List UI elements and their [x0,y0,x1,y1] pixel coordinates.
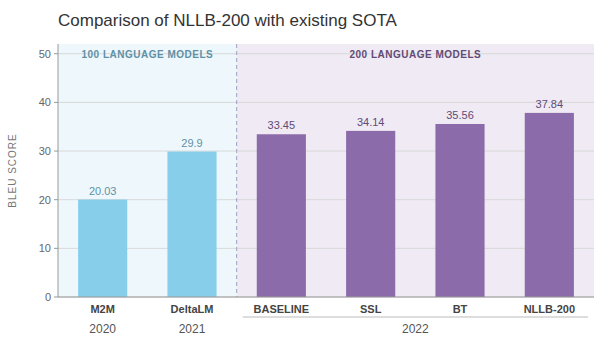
y-tick-label: 50 [39,48,51,60]
x-axis-line [58,297,594,298]
y-axis-line [58,44,59,297]
chart: 0 10 20 30 40 50 20.03 29.9 33.45 34.14 35.56 37.84… [0,0,610,349]
group-label: 2020 [89,322,116,336]
y-tick-label: 30 [39,145,51,157]
y-tick [54,151,58,152]
grid-line [58,248,594,249]
data-label: 29.9 [181,137,202,149]
y-tick [54,297,58,298]
region-separator [236,44,237,297]
x-tick-label: M2M [90,303,114,315]
y-tick [54,199,58,200]
grid-line [58,199,594,200]
y-tick-label: 20 [39,194,51,206]
region-label: 100 LANGUAGE MODELS [81,49,213,60]
y-tick-label: 40 [39,96,51,108]
bar [78,200,127,297]
bar [435,124,484,297]
y-axis-label: BLEU SCORE [7,133,18,207]
bars [78,113,574,297]
y-tick [54,248,58,249]
y-tick-label: 0 [45,291,51,303]
x-tick-label: DeltaLM [171,303,214,315]
bar [167,152,216,297]
region-label: 200 LANGUAGE MODELS [349,49,481,60]
data-label: 20.03 [89,185,117,197]
x-tick-label: SSL [360,303,382,315]
y-axis: 0 10 20 30 40 50 [39,48,594,303]
bar [346,131,395,297]
grid-line [58,151,594,152]
y-tick-label: 10 [39,242,51,254]
x-tick-label: BASELINE [254,303,310,315]
grid-line [58,102,594,103]
group-label: 2022 [402,322,429,336]
data-label: 35.56 [446,109,474,121]
title: Comparison of NLLB-200 with existing SOT… [58,11,398,30]
data-labels: 20.03 29.9 33.45 34.14 35.56 37.84 [89,98,563,197]
data-label: 33.45 [268,119,296,131]
group-bracket [243,317,588,318]
bar [525,113,574,297]
data-label: 37.84 [536,98,564,110]
y-tick [54,102,58,103]
bar [257,134,306,297]
region-background [237,44,594,297]
x-axis: M2M DeltaLM BASELINE SSL BT NLLB-200 2020 2021 2… [89,303,588,336]
grid-line [58,297,594,298]
x-tick-label: BT [453,303,468,315]
x-tick-label: NLLB-200 [524,303,575,315]
region-background [58,44,237,297]
group-label: 2021 [179,322,206,336]
y-tick [54,53,58,54]
data-label: 34.14 [357,116,385,128]
